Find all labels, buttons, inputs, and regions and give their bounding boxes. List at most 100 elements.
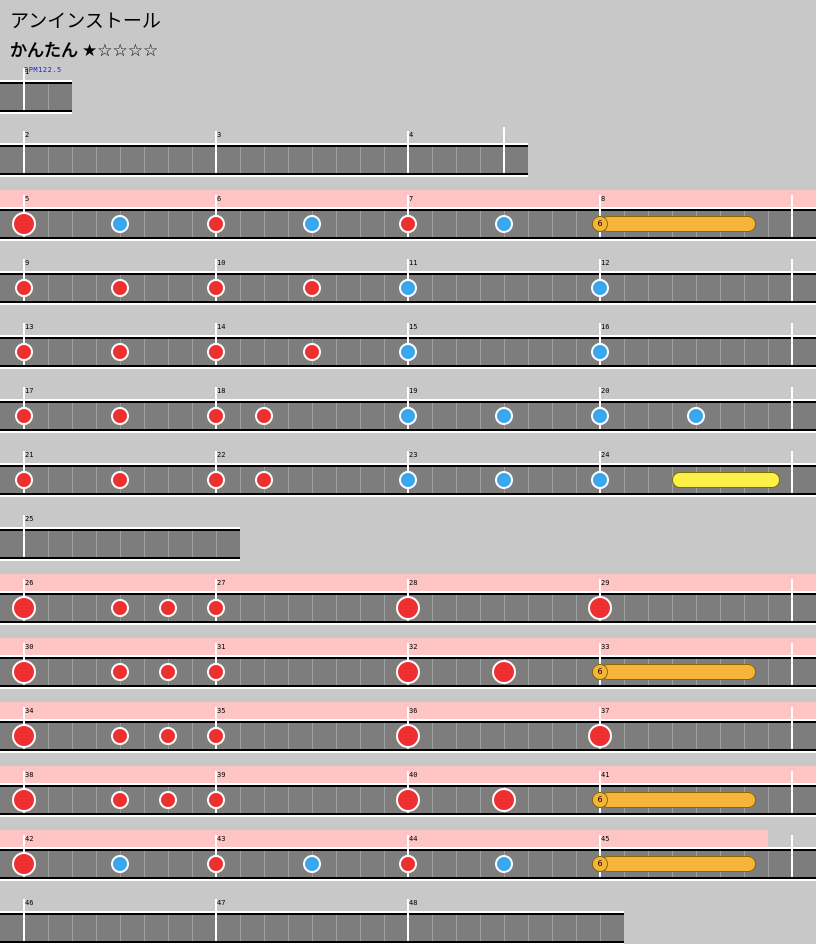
grid-line <box>192 723 193 749</box>
grid-line <box>768 723 769 749</box>
grid-line <box>744 403 745 429</box>
grid-line <box>480 915 481 941</box>
grid-line <box>168 531 169 557</box>
grid-line <box>720 723 721 749</box>
grid-line <box>648 595 649 621</box>
grid-line <box>432 723 433 749</box>
grid-line <box>432 915 433 941</box>
grid-line <box>528 211 529 237</box>
ka-note <box>399 279 417 297</box>
measure-number: 12 <box>601 259 610 267</box>
grid-line <box>240 211 241 237</box>
measure-number: 24 <box>601 451 610 459</box>
grid-line <box>456 275 457 301</box>
grid-line <box>336 147 337 173</box>
measure-number: 20 <box>601 387 610 395</box>
measure-number: 14 <box>217 323 226 331</box>
grid-line <box>48 147 49 173</box>
grid-line <box>48 467 49 493</box>
measure-number: 23 <box>409 451 418 459</box>
grid-line <box>432 467 433 493</box>
ka-note <box>495 407 513 425</box>
grid-line <box>384 915 385 941</box>
measure-number: 37 <box>601 707 610 715</box>
grid-line <box>528 467 529 493</box>
drumroll-bar <box>600 856 756 872</box>
ka-note <box>591 279 609 297</box>
big-don-note <box>12 788 36 812</box>
grid-line <box>504 723 505 749</box>
grid-line <box>72 339 73 365</box>
barline <box>215 899 217 941</box>
grid-line <box>264 787 265 813</box>
grid-line <box>168 403 169 429</box>
grid-line <box>48 275 49 301</box>
grid-line <box>360 339 361 365</box>
grid-line <box>672 339 673 365</box>
grid-line <box>648 339 649 365</box>
measure-number: 48 <box>409 899 418 907</box>
measure-number: 18 <box>217 387 226 395</box>
don-note <box>255 471 273 489</box>
grid-line <box>264 211 265 237</box>
grid-line <box>432 595 433 621</box>
gogo-band <box>0 830 768 850</box>
measure-number: 36 <box>409 707 418 715</box>
measure-number: 27 <box>217 579 226 587</box>
big-don-note <box>396 724 420 748</box>
grid-line <box>360 467 361 493</box>
grid-line <box>240 659 241 685</box>
grid-line <box>96 787 97 813</box>
grid-line <box>288 147 289 173</box>
measure-number: 22 <box>217 451 226 459</box>
grid-line <box>744 339 745 365</box>
grid-line <box>432 787 433 813</box>
measure-number: 21 <box>25 451 34 459</box>
grid-line <box>192 531 193 557</box>
grid-line <box>288 275 289 301</box>
grid-line <box>144 147 145 173</box>
measure-number: 10 <box>217 259 226 267</box>
grid-line <box>576 723 577 749</box>
grid-line <box>48 339 49 365</box>
measure-number: 19 <box>409 387 418 395</box>
barline <box>791 835 793 877</box>
grid-line <box>360 211 361 237</box>
big-don-note <box>492 660 516 684</box>
grid-line <box>240 787 241 813</box>
grid-line <box>360 915 361 941</box>
grid-line <box>624 467 625 493</box>
don-note <box>207 279 225 297</box>
measure-number: 47 <box>217 899 226 907</box>
measure-number: 16 <box>601 323 610 331</box>
grid-line <box>192 339 193 365</box>
don-note <box>15 279 33 297</box>
grid-line <box>192 275 193 301</box>
ka-note <box>495 471 513 489</box>
grid-line <box>528 403 529 429</box>
grid-line <box>552 275 553 301</box>
grid-line <box>240 403 241 429</box>
grid-line <box>144 275 145 301</box>
grid-line <box>768 403 769 429</box>
grid-line <box>336 339 337 365</box>
barline <box>791 451 793 493</box>
difficulty: かんたん ★☆☆☆☆ <box>10 36 158 61</box>
grid-line <box>528 915 529 941</box>
don-note <box>399 855 417 873</box>
grid-line <box>624 403 625 429</box>
barline <box>23 515 25 557</box>
grid-line <box>216 531 217 557</box>
big-don-note <box>12 724 36 748</box>
drumroll-head: 6 <box>592 216 608 232</box>
barline <box>791 387 793 429</box>
grid-line <box>240 467 241 493</box>
don-note <box>159 663 177 681</box>
don-note <box>207 727 225 745</box>
grid-line <box>480 851 481 877</box>
grid-line <box>96 595 97 621</box>
grid-line <box>528 659 529 685</box>
grid-line <box>288 915 289 941</box>
grid-line <box>624 275 625 301</box>
drumroll-head: 6 <box>592 792 608 808</box>
